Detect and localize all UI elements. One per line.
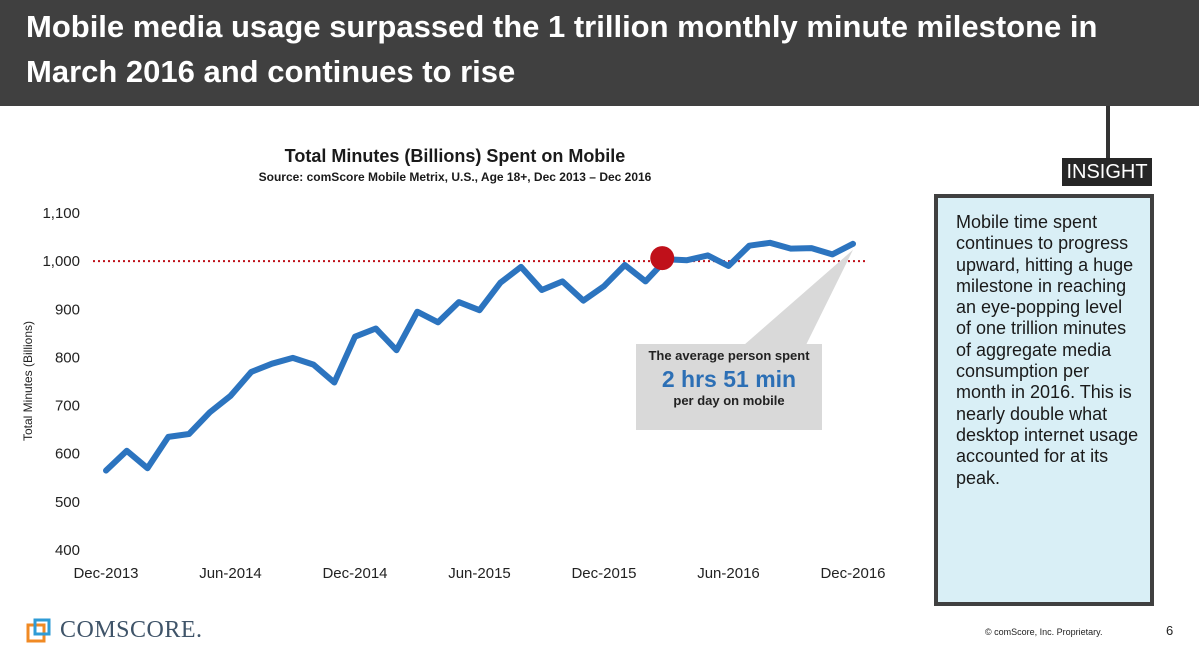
x-tick-label: Jun-2014: [199, 565, 262, 582]
insight-box: Mobile time spent continues to progress …: [934, 194, 1154, 606]
data-point: [290, 355, 296, 361]
y-tick-label: 500: [55, 494, 80, 511]
data-point: [518, 264, 524, 270]
data-point: [601, 283, 607, 289]
x-axis-ticks: Dec-2013 Jun-2014 Dec-2014 Jun-2015 Dec-2015…: [73, 565, 885, 582]
data-point: [248, 369, 254, 375]
callout-box: [636, 344, 822, 430]
data-point: [269, 361, 275, 367]
x-tick-label: Dec-2013: [73, 565, 138, 582]
data-point: [456, 299, 462, 305]
data-point: [726, 263, 731, 269]
data-point: [767, 240, 773, 246]
y-tick-label: 1,000: [42, 253, 80, 270]
x-tick-label: Dec-2016: [820, 565, 885, 582]
y-tick-label: 900: [55, 301, 80, 318]
y-tick-label: 700: [55, 398, 80, 415]
header-bar: Mobile media usage surpassed the 1 trill…: [0, 0, 1199, 106]
data-point: [394, 347, 399, 353]
data-point: [684, 257, 690, 263]
x-tick-label: Jun-2016: [697, 565, 760, 582]
chart-title: Total Minutes (Billions) Spent on Mobile: [284, 146, 626, 166]
callout-pointer-triangle: [744, 249, 853, 345]
data-point: [746, 243, 752, 249]
copyright: © comScore, Inc. Proprietary.: [985, 627, 1103, 637]
page-number: 6: [1166, 623, 1174, 638]
data-point: [809, 245, 814, 251]
data-point: [497, 280, 503, 286]
data-point: [103, 468, 109, 474]
chart-subtitle: Source: comScore Mobile Metrix, U.S., Ag…: [258, 170, 652, 184]
y-axis-ticks: 400 500 600 700 800 900 1,000 1,100: [42, 205, 80, 559]
data-point: [228, 393, 233, 399]
x-tick-label: Dec-2015: [571, 565, 636, 582]
page-title: Mobile media usage surpassed the 1 trill…: [26, 9, 1098, 89]
data-point: [850, 241, 856, 247]
callout: The average person spent 2 hrs 51 min pe…: [636, 348, 822, 408]
y-tick-label: 800: [55, 349, 80, 366]
logo-wordmark: COMSCORE.: [60, 617, 203, 643]
data-point: [186, 431, 192, 437]
data-point: [207, 409, 213, 415]
y-axis-label: Total Minutes (Billions): [21, 321, 35, 441]
data-point: [414, 309, 420, 315]
data-points: [103, 240, 856, 474]
data-point: [331, 380, 337, 385]
data-point: [435, 319, 441, 325]
data-point: [373, 326, 379, 331]
insight-tag: INSIGHT: [1062, 158, 1152, 186]
data-point: [352, 334, 358, 340]
data-point: [622, 262, 628, 268]
data-point: [705, 252, 711, 258]
data-point: [311, 362, 316, 368]
callout-headline: 2 hrs 51 min: [661, 366, 797, 392]
data-point: [165, 434, 171, 440]
data-point: [560, 278, 565, 284]
data-point: [477, 307, 482, 313]
callout-line-3: per day on mobile: [673, 393, 785, 408]
data-point: [829, 251, 835, 257]
comscore-logo-icon: [26, 618, 51, 643]
insight-connector: [1106, 106, 1110, 158]
x-tick-label: Dec-2014: [322, 565, 387, 582]
callout-line-1: The average person spent: [648, 348, 810, 363]
y-tick-label: 600: [55, 446, 80, 463]
callout-pointer: [636, 249, 853, 430]
data-point: [124, 448, 130, 454]
data-point: [643, 278, 648, 284]
y-tick-label: 1,100: [42, 205, 80, 222]
insight-text: Mobile time spent continues to progress …: [956, 212, 1139, 488]
data-point: [788, 246, 794, 252]
milestone-marker: [650, 246, 675, 271]
data-point: [145, 465, 150, 471]
data-point: [580, 298, 586, 304]
x-tick-label: Jun-2015: [448, 565, 511, 582]
data-point: [539, 287, 545, 293]
y-tick-label: 400: [55, 542, 80, 559]
